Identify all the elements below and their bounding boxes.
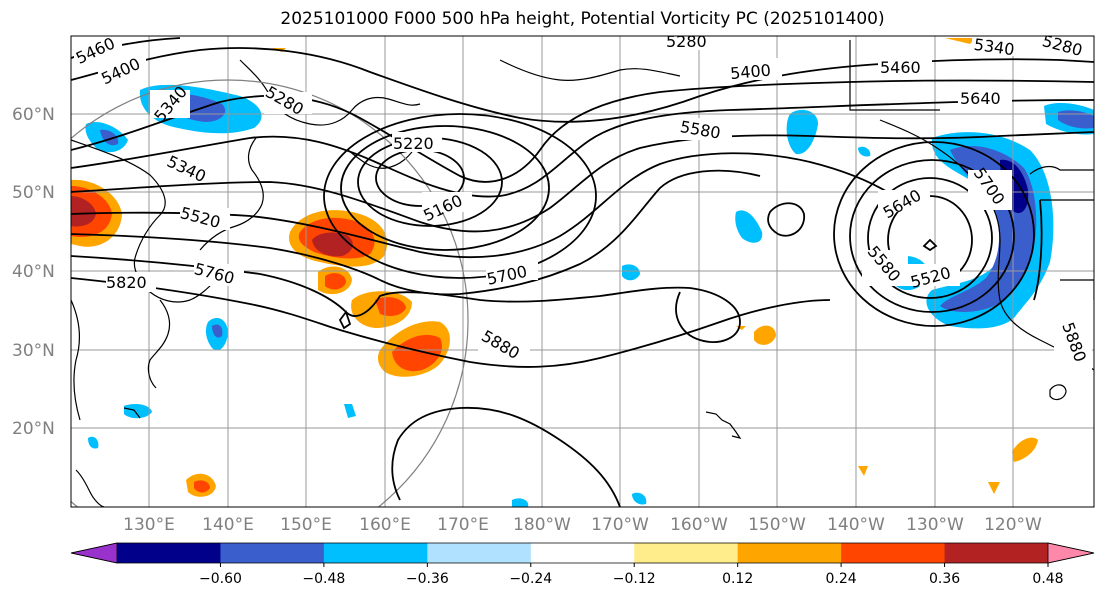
- map-panel: 5460 5400 5340 5280 5220 5160 5340 5520 …: [71, 32, 1094, 507]
- lon-label: 180°W: [513, 515, 571, 535]
- lon-label: 160°E: [359, 515, 411, 535]
- colorbar-extend-low: [70, 542, 118, 564]
- longitude-labels: 130°E 140°E 150°E 160°E 170°E 180°W 170°…: [123, 515, 1042, 535]
- colorbar-tick-label: −0.24: [509, 571, 552, 587]
- map-title: 2025101000 F000 500 hPa height, Potentia…: [280, 9, 885, 29]
- contour-label: 5340: [973, 35, 1016, 59]
- lat-label: 40°N: [12, 262, 55, 282]
- lon-label: 160°W: [670, 515, 728, 535]
- colorbar-tick-label: −0.36: [406, 571, 449, 587]
- lon-label: 150°W: [748, 515, 806, 535]
- colorbar-segment: [634, 543, 739, 563]
- lat-label: 60°N: [12, 105, 55, 125]
- colorbar-outline: [70, 542, 1095, 564]
- contour-label: 5460: [880, 58, 921, 77]
- map-frame: [70, 35, 1095, 508]
- colorbar-tick-label: 0.12: [722, 571, 753, 587]
- contour-label: 5220: [393, 134, 434, 153]
- lat-label: 30°N: [12, 341, 55, 361]
- latitude-labels: 60°N 50°N 40°N 30°N 20°N: [12, 105, 55, 439]
- colorbar-segment: [944, 543, 1049, 563]
- contour-label: 5280: [666, 32, 707, 51]
- lon-label: 170°E: [437, 515, 489, 535]
- colorbar-segment: [530, 543, 635, 563]
- colorbar-segment: [841, 543, 946, 563]
- range-ring: [71, 79, 469, 507]
- lon-label: 140°E: [202, 515, 254, 535]
- colorbar-extend-high: [1047, 542, 1095, 564]
- lon-label: 120°W: [984, 515, 1042, 535]
- contour-label: 5400: [729, 61, 771, 83]
- contour-label: 5640: [960, 89, 1001, 108]
- colorbar-tick-label: −0.48: [302, 571, 345, 587]
- colorbar-tick-label: 0.24: [826, 571, 857, 587]
- colorbar-ticks: −0.60 −0.48 −0.36 −0.24 −0.12 0.12 0.24 0.36 0.4…: [199, 563, 1064, 587]
- lat-label: 50°N: [12, 183, 55, 203]
- colorbar-tick-label: 0.48: [1032, 571, 1063, 587]
- colorbar-segment: [220, 543, 325, 563]
- colorbar-segment: [737, 543, 842, 563]
- lon-label: 130°W: [906, 515, 964, 535]
- colorbar-segment: [427, 543, 532, 563]
- colorbar-tick-label: −0.60: [199, 571, 242, 587]
- colorbar-tick-label: −0.12: [613, 571, 656, 587]
- colorbar-segment: [117, 543, 221, 563]
- lat-label: 20°N: [12, 419, 55, 439]
- lon-label: 130°E: [123, 515, 175, 535]
- contour-label: 5820: [106, 273, 147, 292]
- colorbar-segment: [323, 543, 428, 563]
- lon-label: 170°W: [591, 515, 649, 535]
- lon-label: 140°W: [827, 515, 885, 535]
- colorbar: [70, 542, 1095, 564]
- colorbar-tick-label: 0.36: [929, 571, 960, 587]
- lon-label: 150°E: [280, 515, 332, 535]
